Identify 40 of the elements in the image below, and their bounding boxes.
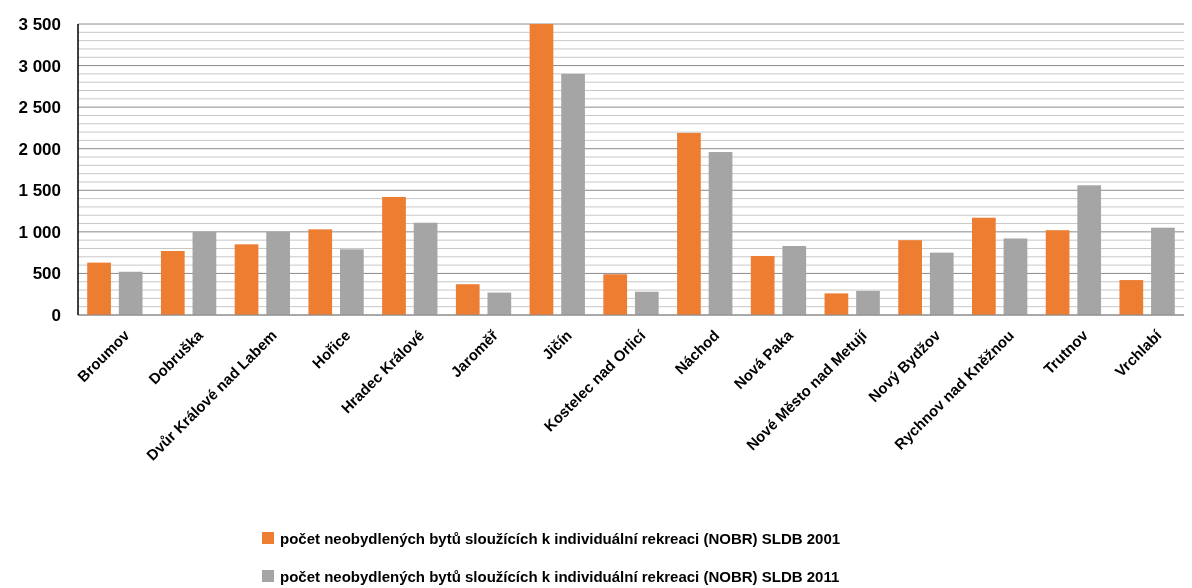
bar — [487, 292, 512, 315]
bar — [413, 222, 438, 315]
bar — [1119, 280, 1144, 315]
bar — [1045, 230, 1070, 315]
bar — [308, 229, 333, 315]
bar — [118, 271, 143, 315]
bar — [1077, 185, 1102, 315]
y-tick-label: 1 000 — [18, 222, 61, 242]
y-tick-label: 2 000 — [18, 139, 61, 159]
bar — [898, 240, 922, 315]
bar — [382, 196, 406, 315]
bar — [824, 293, 849, 315]
y-tick-label: 0 — [51, 305, 61, 325]
y-tick-label: 3 500 — [18, 14, 61, 34]
bar — [677, 132, 701, 315]
bar — [750, 255, 775, 315]
bar — [192, 231, 217, 315]
bar — [87, 262, 111, 315]
bar — [160, 250, 185, 315]
bar — [634, 291, 659, 315]
legend-label: počet neobydlených bytů sloužících k individuální rekreaci (NOBR) SLDB 2001 — [280, 530, 841, 548]
bar — [1151, 227, 1175, 315]
bar — [266, 231, 290, 315]
bar — [234, 244, 259, 315]
bar — [972, 217, 996, 315]
bar — [708, 152, 733, 315]
bar — [561, 73, 585, 315]
bar — [340, 249, 364, 315]
y-tick-label: 2 500 — [18, 98, 61, 118]
y-tick-label: 1 500 — [18, 181, 61, 201]
y-tick-label: 3 000 — [18, 56, 61, 76]
legend-label: počet neobydlených bytů sloužících k individuální rekreaci (NOBR) SLDB 2011 — [280, 568, 840, 586]
bar — [1003, 238, 1028, 315]
bar — [455, 284, 480, 315]
bar — [529, 24, 554, 315]
y-tick-label: 500 — [32, 264, 61, 284]
bar — [929, 252, 954, 315]
bar — [856, 290, 880, 315]
bar — [782, 245, 807, 315]
bar — [603, 274, 628, 315]
